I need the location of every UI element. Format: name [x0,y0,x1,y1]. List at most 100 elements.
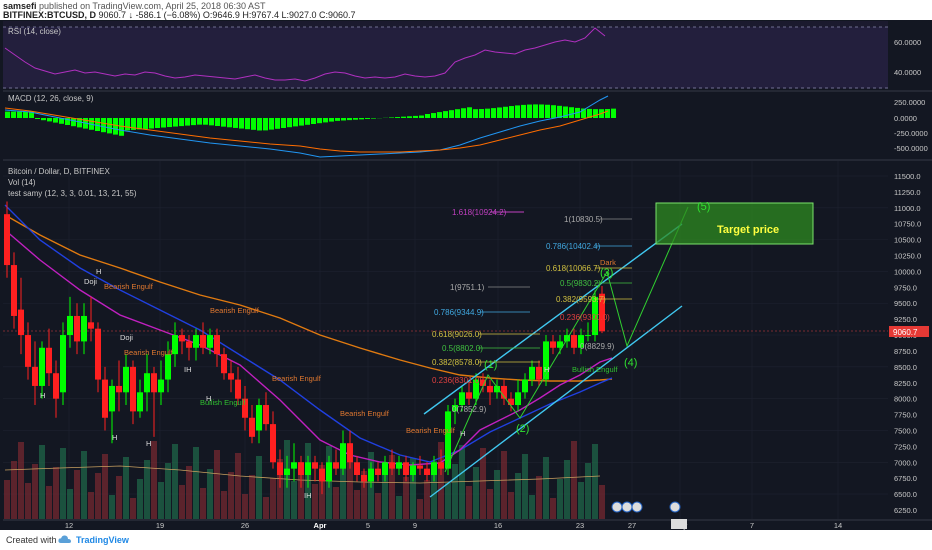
ma-thin-tan [4,465,601,484]
h-marker-2: H [112,433,117,442]
pattern-annotations: Doji Bearish Engulf Doji Bearish Engulf … [84,258,618,435]
price-axis-tick: 10750.0 [894,220,921,229]
fib-left-1618: 1.618(10924.2) [452,208,507,217]
price-axis-tick: 10500.0 [894,236,921,245]
h-marker-8: H [96,267,101,276]
elliott-wave-path[interactable] [444,206,689,473]
fib-right-05: 0.5(9830.2) [560,279,601,288]
fib-retracement-right: 1(10830.5) 0.786(10402.4) 0.618(10066.7)… [546,215,632,351]
pattern-doji-1: Doji [84,277,97,286]
rsi-axis-60: 60.0000 [894,38,921,47]
channel-lower[interactable] [429,305,683,498]
indicator-label: test samy (12, 3, 3, 0.01, 13, 21, 55) [8,189,137,198]
target-price-box[interactable] [655,202,814,245]
price-axis-tick: 8750.0 [894,347,917,356]
pattern-bullish-1: Bullish Engulf [200,398,246,407]
price-axis-tick: 10250.0 [894,252,921,261]
fib-right-0: 0(8829.9) [580,342,615,351]
price-pane-title: Bitcoin / Dollar, D, BITFINEX [8,167,110,176]
wave-label-4: (4) [624,357,637,369]
last-price: 9060.7 [98,10,127,20]
ma-mid-blue [4,204,613,463]
time-axis-tick: 9 [413,521,417,530]
symbol-name[interactable]: BITFINEX:BTCUSD, D [3,10,96,20]
price-axis-tick: 6500.0 [894,490,917,499]
fib-left-1: 1(9751.1) [450,283,485,292]
time-axis-tick: 5 [366,521,370,530]
time-axis: 121926Apr59162327May714 [65,521,842,530]
time-axis-tick: 14 [834,521,842,530]
macd-histogram [5,104,616,136]
ma-slow-orange [4,214,613,382]
author-name[interactable]: samsefi [3,1,37,11]
ohlc-high: H:9767.4 [242,10,279,20]
tradingview-brand[interactable]: TradingView [76,535,129,545]
fib-left-0: 0(7852.9) [452,405,487,414]
h-marker-9: H [544,365,549,374]
ohlc-low: L:9027.0 [281,10,317,20]
time-axis-tick: 23 [576,521,584,530]
macd-axis-0: 0.0000 [894,114,917,123]
tradingview-cloud-icon [58,535,71,543]
time-axis-tick: 19 [156,521,164,530]
fib-right-0382: 0.382(9593.7) [556,295,606,304]
h-marker-7: H [460,429,465,438]
time-axis-tick: 27 [628,521,636,530]
wave-label-1: (1) [484,359,497,371]
wave-label-2: (2) [516,423,529,435]
wave-label-3: (3) [600,267,613,279]
fib-left-0786: 0.786(9344.9) [434,308,484,317]
macd-axis-neg500: -500.0000 [894,144,928,153]
h-marker-5: IH [304,491,312,500]
fib-right-0236: 0.236(9300.0) [560,313,610,322]
price-pane: 1.618(10924.2) 1(9751.1) 0.786(9344.9) 0… [3,161,929,519]
rsi-pane: RSI (14, close) 60.0000 40.0000 [3,21,921,89]
pattern-bearish-1: Bearish Engulf [104,282,154,291]
price-axis-tick: 6750.0 [894,474,917,483]
time-axis-tick: 26 [241,521,249,530]
ohlc-open: O:9646.9 [202,10,240,20]
pattern-doji-2: Doji [120,333,133,342]
price-axis-tick: 8000.0 [894,395,917,404]
price-change: ↓ -586.1 (−6.08%) [128,10,201,20]
volume-label: Vol (14) [8,178,36,187]
macd-axis-neg250: -250.0000 [894,129,928,138]
candlesticks [4,201,605,495]
event-markers[interactable] [611,501,681,513]
rsi-axis-40: 40.0000 [894,68,921,77]
price-axis-tick: 6250.0 [894,506,917,515]
footer-bar: Created with TradingView [0,530,932,550]
pattern-bearish-6: Bearish Engulf [406,426,456,435]
macd-signal-line [4,107,609,153]
fib-right-1: 1(10830.5) [564,215,603,224]
pattern-bearish-4: Bearish Engulf [272,374,322,383]
macd-pane: MACD (12, 26, close, 9) 250.0000 0.0000 … [4,94,928,158]
h-marker-4: H [206,394,211,403]
price-axis-tick: 9250.0 [894,315,917,324]
fib-right-0618: 0.618(10066.7) [546,264,601,273]
price-axis-tick: 11500.0 [894,172,921,181]
channel-upper[interactable] [423,223,683,415]
price-axis-tick: 11250.0 [894,188,921,197]
macd-axis-250: 250.0000 [894,98,925,107]
price-axis-tick: 7000.0 [894,458,917,467]
h-marker-6: H [146,439,151,448]
h-marker-3: IH [184,365,192,374]
wave-label-5: (5) [697,201,710,213]
current-price-text: 9060.7 [893,328,918,337]
price-axis-tick: 9500.0 [894,299,917,308]
price-axis-tick: 7250.0 [894,442,917,451]
fib-left-0236: 0.236(8301.0) [432,376,482,385]
price-axis-tick: 8500.0 [894,363,917,372]
macd-line [4,95,609,158]
price-axis-tick: 11000.0 [894,204,921,213]
price-axis-tick: 10000.0 [894,267,921,276]
fib-left-05: 0.5(8802.0) [442,344,483,353]
time-axis-tick: 7 [750,521,754,530]
time-cursor-box [671,519,687,529]
published-text: published on TradingView.com, April 25, … [39,1,266,11]
current-price-marker [889,326,929,337]
rsi-label: RSI (14, close) [8,27,61,36]
pattern-bullish-2: Bullish Engulf [572,365,618,374]
